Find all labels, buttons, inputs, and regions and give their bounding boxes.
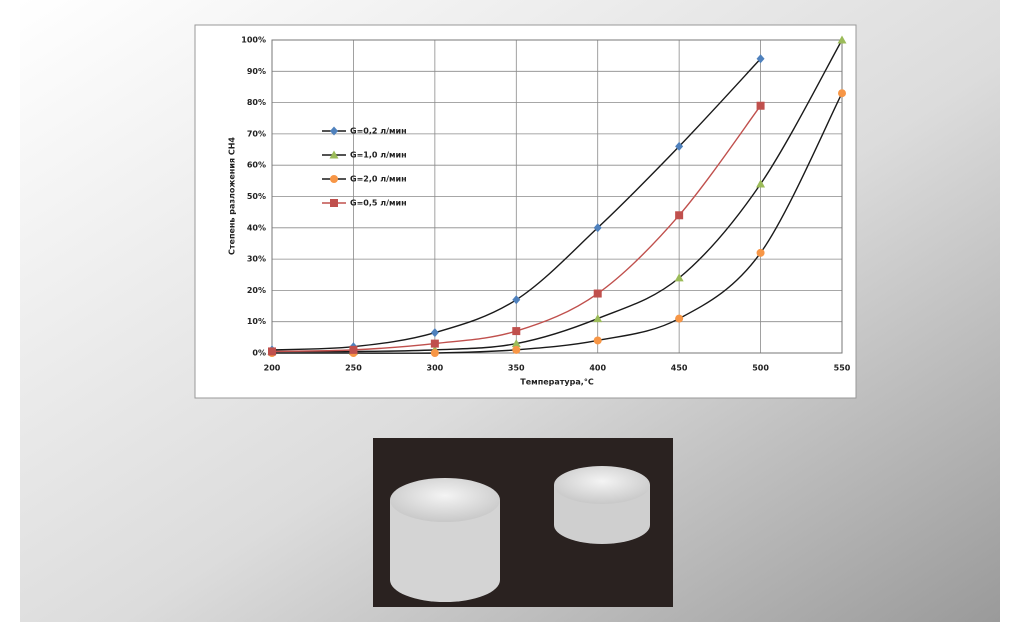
y-tick-label: 20% <box>247 286 266 295</box>
slide: Температура,°C Степень разложения CH4 0%… <box>0 0 1014 622</box>
data-point <box>431 340 439 348</box>
y-tick-label: 70% <box>247 129 266 138</box>
photo <box>373 438 673 607</box>
data-point <box>431 349 439 357</box>
y-tick-label: 60% <box>247 161 266 170</box>
x-tick-label: 250 <box>345 364 362 373</box>
data-point <box>675 315 683 323</box>
y-tick-label: 90% <box>247 67 266 76</box>
y-tick-label: 0% <box>252 349 266 358</box>
x-tick-label: 550 <box>834 364 851 373</box>
data-point <box>268 347 276 355</box>
data-point <box>512 327 520 335</box>
legend-marker <box>330 175 338 183</box>
data-point <box>512 346 520 354</box>
y-tick-label: 10% <box>247 317 266 326</box>
x-tick-label: 450 <box>671 364 688 373</box>
x-tick-label: 400 <box>589 364 606 373</box>
y-tick-label: 80% <box>247 98 266 107</box>
x-axis-label: Температура,°C <box>520 378 594 387</box>
legend-label: G=0,2 л/мин <box>350 127 407 136</box>
data-point <box>594 290 602 298</box>
data-point <box>757 249 765 257</box>
x-tick-label: 500 <box>752 364 769 373</box>
legend-label: G=2,0 л/мин <box>350 175 407 184</box>
page: Температура,°C Степень разложения CH4 0%… <box>0 0 1014 622</box>
data-point <box>757 102 765 110</box>
x-tick-label: 200 <box>264 364 281 373</box>
legend-label: G=0,5 л/мин <box>350 199 407 208</box>
y-tick-label: 50% <box>247 192 266 201</box>
legend-label: G=1,0 л/мин <box>350 151 407 160</box>
y-axis-label: Степень разложения CH4 <box>228 137 237 255</box>
x-tick-label: 300 <box>427 364 444 373</box>
y-tick-label: 30% <box>247 255 266 264</box>
data-point <box>838 89 846 97</box>
data-point <box>594 336 602 344</box>
data-point <box>675 211 683 219</box>
y-tick-label: 40% <box>247 223 266 232</box>
legend-marker <box>330 199 338 207</box>
x-tick-label: 350 <box>508 364 525 373</box>
y-tick-label: 100% <box>241 36 266 45</box>
data-point <box>349 346 357 354</box>
